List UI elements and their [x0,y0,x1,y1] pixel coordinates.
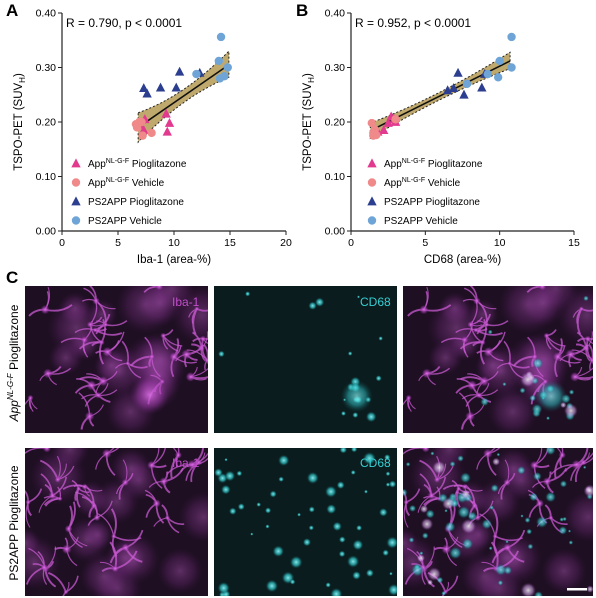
data-point-circle [135,117,144,127]
y-tick-label: 0.30 [36,62,57,74]
legend-label: AppNL-G-F Pioglitazone [88,158,187,170]
y-axis-title: TSPO-PET (SUVH) [302,73,316,171]
svg-text:PS2APP Pioglitazone: PS2APP Pioglitazone [7,465,21,581]
legend-label: AppNL-G-F Vehicle [384,177,461,189]
y-tick-label: 0.00 [36,226,57,238]
correlation-annotation: R = 0.952, p < 0.0001 [355,16,471,30]
tile-label-cd68-row2: CD68 [360,456,391,470]
chart-a: 0.00 0.10 0.20 0.30 0.40 0 5 10 15 20 Iba-1 (area-… [13,8,292,267]
x-tick-label: 5 [115,237,121,249]
data-point-triangle [155,82,166,92]
data-point-circle [507,32,516,42]
row-label-1: AppNL-G-F Pioglitazone [6,304,21,422]
tile-iba1-row1 [25,286,208,433]
data-point-triangle [161,108,171,118]
regression-line [137,64,230,129]
y-tick-label: 0.10 [325,171,346,183]
legend-label: PS2APP Pioglitazone [384,197,480,208]
data-point-triangle [171,82,181,92]
tile-merge-row2 [403,448,593,596]
data-point-triangle [162,126,172,136]
y-tick-label: 0.10 [36,171,57,183]
data-point-circle [214,56,223,66]
tile-label-iba1-row1: Iba-1 [172,295,200,309]
data-point-circle [367,118,377,128]
data-point-circle [215,74,225,83]
legend-marker-circle [71,216,81,225]
data-point-circle [507,63,516,72]
data-point-triangle [448,83,459,93]
tile-cd68-row1 [214,286,397,433]
data-point-circle [138,131,147,140]
tile-label-cd68-row1: CD68 [360,295,391,309]
panel-letter-b: B [296,1,308,20]
legend-label: AppNL-G-F Pioglitazone [384,158,483,170]
svg-text:AppNL-G-F Pioglitazone: AppNL-G-F Pioglitazone [6,304,21,422]
data-point-circle [216,32,226,42]
data-point-triangle [459,89,469,99]
y-tick-label: 0.00 [325,226,346,238]
scale-bar [567,588,587,591]
legend-label: AppNL-G-F Vehicle [88,177,165,189]
data-point-circle [391,115,400,124]
tile-cd68-row2 [214,448,397,596]
data-point-triangle [442,85,453,95]
x-tick-label: 10 [168,237,180,249]
data-point-circle [483,69,492,79]
legend-marker-circle [367,216,377,225]
y-tick-label: 0.40 [36,8,57,20]
y-tick-label: 0.40 [325,8,346,20]
x-tick-label: 15 [568,237,580,249]
chart-b: 0.00 0.10 0.20 0.30 0.40 0 5 10 15 CD68 (area-%) T… [302,8,580,267]
data-point-circle [462,79,472,89]
y-tick-label: 0.20 [36,117,57,129]
y-tick-label: 0.30 [325,62,346,74]
data-point-triangle [453,67,463,77]
data-point-circle [493,73,503,82]
panel-letter-c: C [6,268,18,287]
y-tick-label: 0.20 [325,117,346,129]
legend-marker-circle [71,178,81,187]
data-point-circle [495,56,504,66]
correlation-annotation: R = 0.790, p < 0.0001 [66,16,182,30]
x-tick-label: 0 [59,237,65,249]
legend-marker-triangle [71,196,81,206]
x-tick-label: 10 [494,237,506,249]
data-point-circle [223,63,232,72]
x-tick-label: 15 [224,237,236,249]
micrograph-panel: C AppNL-G-F Pioglitazone PS2APP Pioglita… [6,268,593,596]
panel-letter-a: A [6,1,18,20]
legend-marker-triangle [71,158,81,168]
legend-label: PS2APP Pioglitazone [88,197,184,208]
data-point-circle [192,69,201,79]
tile-iba1-row2 [25,448,208,596]
data-point-circle [147,128,156,138]
data-point-triangle [142,88,152,98]
legend-label: PS2APP Vehicle [88,216,162,227]
legend-label: PS2APP Vehicle [384,216,458,227]
scatter-charts: A B 0.00 0.10 0.20 0.30 0.40 0 5 10 15 20 Iba-1 (a… [6,1,580,267]
data-point-triangle [139,83,149,93]
data-point-triangle [477,82,487,92]
y-axis-title: TSPO-PET (SUVH) [13,73,27,171]
legend-marker-triangle [367,196,377,206]
x-axis-title: CD68 (area-%) [424,254,501,266]
tile-merge-row1 [403,286,593,433]
x-tick-label: 0 [348,237,354,249]
micrograph-tiles [25,286,593,596]
data-point-triangle [379,125,389,134]
row-label-2: PS2APP Pioglitazone [7,465,21,581]
tile-label-iba1-row2: Iba-1 [172,456,200,470]
legend-marker-triangle [367,158,377,168]
x-tick-label: 5 [422,237,428,249]
x-axis-title: Iba-1 (area-%) [137,254,211,266]
data-point-circle [369,131,378,140]
data-point-triangle [164,117,175,127]
legend-marker-circle [367,178,377,187]
data-point-triangle [174,66,185,76]
data-point-triangle [383,117,393,127]
x-tick-label: 20 [280,237,292,249]
